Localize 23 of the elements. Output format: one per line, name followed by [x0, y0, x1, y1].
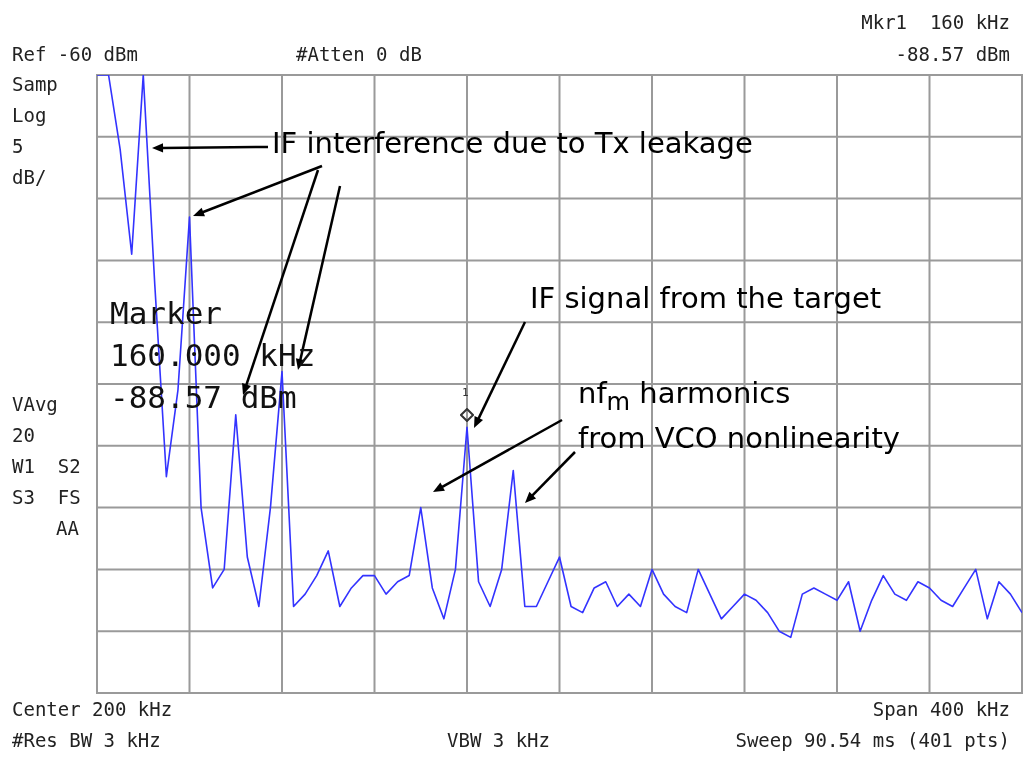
- text: Log: [12, 104, 47, 126]
- text: S3 FS: [12, 486, 81, 508]
- text: 5: [12, 135, 24, 157]
- text: #Atten 0 dB: [296, 43, 422, 65]
- annotation: IF interference due to Tx leakage: [272, 126, 753, 160]
- text: Center 200 kHz: [12, 698, 173, 720]
- text: W1 S2: [12, 455, 81, 477]
- text: Samp: [12, 73, 58, 95]
- text: AA: [56, 517, 79, 539]
- annotation: IF signal from the target: [530, 281, 882, 315]
- text: Mkr1 160 kHz: [861, 11, 1010, 33]
- annotation: from VCO nonlinearity: [578, 421, 900, 455]
- text: Span 400 kHz: [872, 698, 1010, 720]
- annotation: nf$_{m}$ harmonics: [578, 376, 791, 416]
- text: 20: [12, 424, 35, 446]
- text: dB/: [12, 166, 47, 188]
- text: #Res BW 3 kHz: [12, 729, 161, 751]
- text: VAvg: [12, 393, 58, 415]
- text: -88.57 dBm: [895, 43, 1010, 65]
- text: VBW 3 kHz: [447, 729, 550, 751]
- text: Ref -60 dBm: [12, 43, 138, 65]
- annotation: 1: [462, 386, 469, 400]
- text: Sweep 90.54 ms (401 pts): [735, 729, 1010, 751]
